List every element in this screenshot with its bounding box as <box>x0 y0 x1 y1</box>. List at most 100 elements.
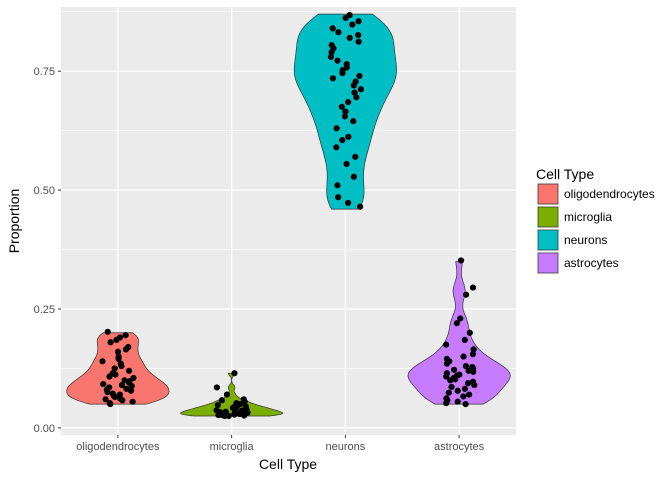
legend-label-microglia: microglia <box>564 210 612 224</box>
data-point-astrocytes <box>461 385 468 392</box>
data-point-oligodendrocytes <box>118 362 125 370</box>
data-point-neurons <box>329 75 337 82</box>
data-point-oligodendrocytes <box>115 355 122 363</box>
data-point-oligodendrocytes <box>128 382 135 390</box>
data-point-neurons <box>343 160 350 168</box>
data-point-astrocytes <box>462 362 469 370</box>
data-point-microglia <box>241 398 248 405</box>
data-point-astrocytes <box>443 373 450 380</box>
data-point-neurons <box>345 199 352 207</box>
data-points <box>99 11 478 420</box>
data-point-neurons <box>333 125 340 132</box>
data-point-oligodendrocytes <box>107 339 114 346</box>
data-point-astrocytes <box>443 341 450 348</box>
data-point-neurons <box>345 99 352 106</box>
data-point-oligodendrocytes <box>99 358 106 365</box>
data-point-neurons <box>329 25 336 32</box>
data-point-oligodendrocytes <box>111 365 118 372</box>
data-point-astrocytes <box>452 376 459 383</box>
data-point-astrocytes <box>443 360 451 367</box>
data-point-astrocytes <box>457 257 465 264</box>
data-point-oligodendrocytes <box>107 400 114 408</box>
data-point-neurons <box>357 203 364 210</box>
data-point-neurons <box>346 34 353 42</box>
y-tick-label: 0.50 <box>34 185 55 197</box>
legend: Cell Type oligodendrocytes microglia neuro… <box>536 166 655 274</box>
data-point-oligodendrocytes <box>121 377 128 384</box>
data-point-neurons <box>342 14 349 22</box>
legend-title: Cell Type <box>536 166 594 182</box>
data-point-microglia <box>223 391 231 398</box>
data-point-astrocytes <box>443 400 450 407</box>
data-point-astrocytes <box>450 366 458 373</box>
data-point-microglia <box>214 401 221 409</box>
data-point-neurons <box>341 113 349 120</box>
data-point-oligodendrocytes <box>114 348 122 355</box>
data-point-neurons <box>333 144 340 151</box>
data-point-astrocytes <box>461 336 468 343</box>
data-point-neurons <box>334 182 341 189</box>
legend-label-astrocytes: astrocytes <box>564 256 619 270</box>
data-point-astrocytes <box>466 329 473 336</box>
violin-astrocytes <box>407 261 511 405</box>
data-point-neurons <box>351 89 358 96</box>
data-point-neurons <box>355 18 362 25</box>
data-point-neurons <box>328 49 335 56</box>
data-point-oligodendrocytes <box>104 389 111 396</box>
y-tick-label: 0.75 <box>34 66 55 78</box>
data-point-neurons <box>357 86 365 93</box>
data-point-astrocytes <box>470 368 477 375</box>
data-point-astrocytes <box>469 351 477 358</box>
data-point-neurons <box>350 173 357 180</box>
legend-label-oligodendrocytes: oligodendrocytes <box>564 187 655 201</box>
data-point-astrocytes <box>445 389 452 396</box>
data-point-astrocytes <box>448 383 455 391</box>
data-point-neurons <box>335 29 342 36</box>
data-point-astrocytes <box>469 284 477 291</box>
x-tick-label: oligodendrocytes <box>76 441 160 453</box>
data-point-oligodendrocytes <box>104 328 111 335</box>
data-point-astrocytes <box>454 398 461 405</box>
data-point-neurons <box>353 94 360 101</box>
data-point-astrocytes <box>460 393 467 400</box>
data-point-neurons <box>349 21 356 28</box>
violin-microglia <box>179 372 284 417</box>
data-point-oligodendrocytes <box>100 381 107 388</box>
legend-swatch-microglia <box>537 206 559 228</box>
legend-swatch-oligodendrocytes <box>537 183 559 205</box>
data-point-neurons <box>352 153 359 160</box>
data-point-neurons <box>355 38 362 45</box>
data-point-neurons <box>327 53 335 61</box>
data-point-neurons <box>335 194 342 201</box>
data-point-neurons <box>350 118 357 125</box>
data-point-astrocytes <box>453 320 461 327</box>
x-axis-title: Cell Type <box>259 456 317 472</box>
data-point-neurons <box>338 103 345 110</box>
data-point-microglia <box>213 384 220 391</box>
data-point-astrocytes <box>470 346 477 353</box>
data-point-oligodendrocytes <box>102 396 109 403</box>
data-point-microglia <box>218 397 225 404</box>
y-axis-title: Proportion <box>6 189 22 254</box>
data-point-microglia <box>221 412 228 420</box>
data-point-oligodendrocytes <box>127 387 135 394</box>
data-point-oligodendrocytes <box>129 398 136 405</box>
violin-oligodendrocytes <box>66 332 170 405</box>
data-point-oligodendrocytes <box>122 332 129 339</box>
x-tick-label: astrocytes <box>434 441 485 453</box>
data-point-neurons <box>334 57 341 64</box>
data-point-astrocytes <box>460 353 467 360</box>
legend-swatch-astrocytes <box>537 252 559 274</box>
y-tick-label: 0.00 <box>34 423 55 435</box>
data-point-astrocytes <box>465 391 473 398</box>
data-point-astrocytes <box>465 367 472 374</box>
legend-label-neurons: neurons <box>564 233 607 247</box>
data-point-microglia <box>231 370 238 377</box>
data-point-oligodendrocytes <box>125 367 133 374</box>
data-point-neurons <box>350 82 357 89</box>
data-point-astrocytes <box>462 400 469 408</box>
data-point-astrocytes <box>457 315 464 322</box>
data-point-astrocytes <box>462 291 470 298</box>
data-point-neurons <box>339 70 346 77</box>
